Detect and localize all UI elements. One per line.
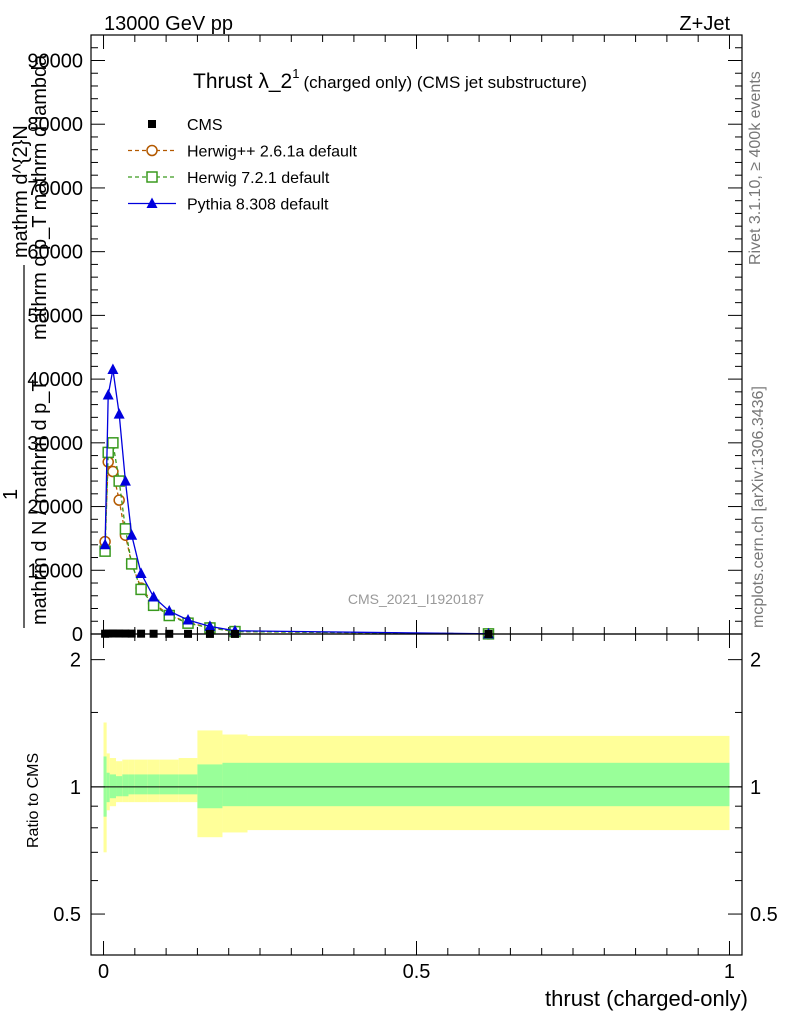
series-marker-3 bbox=[102, 389, 114, 400]
ratio-y-tick-label-right: 2 bbox=[750, 650, 761, 672]
ratio-y-axis: 0.5 0.5 1 1 2 2 bbox=[53, 650, 778, 926]
series-marker-3 bbox=[113, 408, 125, 419]
x-axis-label: thrust (charged-only) bbox=[545, 986, 748, 1011]
ratio-inner-band-bin bbox=[222, 762, 248, 807]
ylabel-one: 1 bbox=[0, 489, 22, 500]
main-x-ticks bbox=[103, 35, 730, 634]
series-marker-2 bbox=[102, 446, 114, 459]
ratio-x-axis: 0 0.5 1 bbox=[98, 634, 735, 983]
legend-label-0: CMS bbox=[187, 117, 223, 134]
main-y-tick-label: 60000 bbox=[27, 242, 83, 264]
ratio-inner-band-bin bbox=[106, 772, 110, 803]
chart-title-sup: 1 bbox=[292, 66, 299, 81]
series-marker-2 bbox=[125, 558, 138, 570]
series-marker-3 bbox=[163, 605, 175, 616]
main-y-tick-label: 90000 bbox=[27, 50, 83, 72]
ratio-inner-band-bin bbox=[122, 774, 129, 797]
ratio-x-tick-label: 0.5 bbox=[403, 961, 431, 983]
series-marker-2 bbox=[107, 437, 119, 449]
ylabel-numerator-b: mathrm d p_T mathrm d lambda bbox=[29, 54, 51, 340]
series-marker-2 bbox=[135, 583, 147, 596]
main-y-axis: 0 10000 20000 30000 40000 50000 60000 70000 8000… bbox=[27, 34, 742, 646]
series-marker-3 bbox=[99, 538, 111, 550]
main-y-tick-label: 20000 bbox=[27, 497, 83, 519]
main-y-tick-label: 40000 bbox=[27, 369, 83, 391]
ylabel-denominator: mathrm d N / mathrm d p_T bbox=[29, 379, 51, 625]
ratio-y-tick-label: 0.5 bbox=[53, 904, 81, 926]
legend-label-3: Pythia 8.308 default bbox=[187, 197, 329, 214]
header-channel: Z+Jet bbox=[679, 13, 730, 35]
series-marker-2 bbox=[147, 599, 160, 612]
series-marker-3 bbox=[107, 363, 119, 375]
ratio-inner-band-bin bbox=[159, 774, 179, 795]
series-marker-3 bbox=[126, 529, 138, 540]
chart-title-main: Thrust λ_2 bbox=[193, 70, 292, 93]
series-line-1 bbox=[104, 461, 489, 635]
main-y-tick-label: 30000 bbox=[27, 433, 83, 455]
main-y-label: mathrm d^{2}N mathrm d p_T mathrm d lamb… bbox=[0, 54, 51, 628]
ratio-x-tick-label: 0 bbox=[98, 961, 109, 983]
main-y-tick-label: 70000 bbox=[27, 178, 83, 200]
ratio-inner-band-bin bbox=[178, 774, 198, 795]
legend-label-1: Herwig++ 2.6.1a default bbox=[187, 144, 357, 161]
main-y-tick-label: 10000 bbox=[27, 560, 83, 582]
series-marker-3 bbox=[135, 567, 147, 578]
legend-label-2: Herwig 7.2.1 default bbox=[187, 170, 330, 187]
main-y-tick-label: 0 bbox=[72, 624, 83, 646]
ratio-inner-band-bin bbox=[147, 774, 160, 795]
legend: CMS Herwig++ 2.6.1a default Herwig 7.2.1 d… bbox=[128, 117, 357, 214]
ratio-y-tick-label-right: 0.5 bbox=[750, 904, 778, 926]
ratio-y-tick-label: 1 bbox=[70, 777, 81, 799]
ratio-bands bbox=[103, 722, 730, 853]
ylabel-numerator-a: mathrm d^{2}N bbox=[10, 125, 32, 258]
main-panel: 0 10000 20000 30000 40000 50000 60000 70000 8000… bbox=[0, 34, 743, 646]
rivet-label: Rivet 3.1.10, ≥ 400k events bbox=[747, 71, 764, 265]
analysis-watermark: CMS_2021_I1920187 bbox=[348, 591, 484, 607]
chart-title: Thrust λ_21 (charged only) (CMS jet subst… bbox=[193, 66, 587, 93]
ratio-panel: 0.5 0.51 12 2 0 0.5 1 Ratio to CMS thrust (ch… bbox=[25, 633, 778, 1011]
legend-marker-0 bbox=[148, 120, 156, 128]
ratio-inner-band-bin bbox=[197, 764, 223, 809]
ratio-y-tick-label: 2 bbox=[70, 650, 81, 672]
main-y-tick-label: 80000 bbox=[27, 114, 83, 136]
ratio-inner-band-bin bbox=[128, 774, 135, 795]
header-process: 13000 GeV pp bbox=[104, 13, 233, 35]
mcplots-label: mcplots.cern.ch [arXiv:1306.3436] bbox=[750, 386, 767, 628]
series-marker-3 bbox=[119, 475, 131, 486]
main-y-tick-label: 50000 bbox=[27, 305, 83, 327]
series-marker-3 bbox=[204, 620, 216, 631]
ratio-y-label: Ratio to CMS bbox=[25, 753, 42, 848]
ratio-inner-band-bin bbox=[134, 774, 148, 795]
chart-title-suffix: (charged only) (CMS jet substructure) bbox=[303, 73, 586, 92]
legend-marker-3 bbox=[146, 197, 158, 208]
series-marker-3 bbox=[148, 591, 160, 602]
ratio-inner-band-bin bbox=[109, 774, 117, 799]
series-marker-2 bbox=[119, 523, 132, 535]
ratio-inner-band-bin bbox=[116, 776, 123, 797]
legend-marker-1 bbox=[146, 144, 158, 157]
ratio-x-tick-label: 1 bbox=[724, 961, 735, 983]
legend-marker-2 bbox=[146, 171, 158, 183]
ratio-inner-band-bin bbox=[247, 762, 730, 807]
series-marker-3 bbox=[182, 613, 194, 625]
ratio-y-tick-label-right: 1 bbox=[750, 777, 761, 799]
